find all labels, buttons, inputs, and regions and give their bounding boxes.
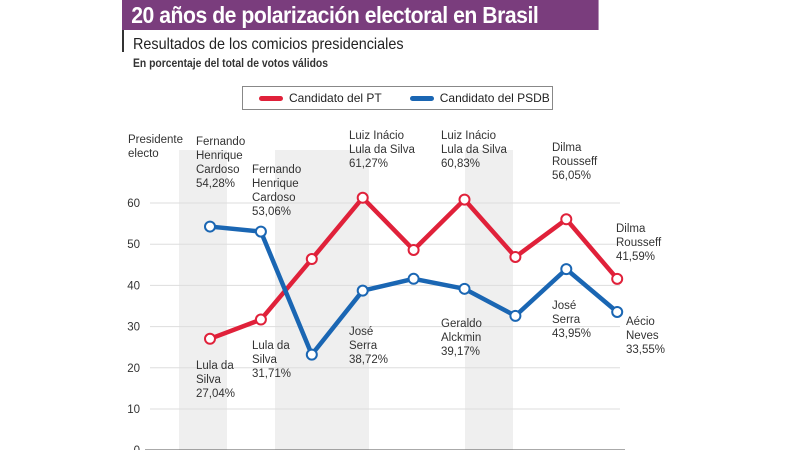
data-label: Dilma Rousseff 41,59%: [616, 223, 662, 263]
y-tick-label: 0: [134, 445, 140, 450]
data-point: [611, 272, 624, 285]
y-tick-label: 20: [127, 363, 140, 375]
data-label: Fernando Henrique Cardoso 53,06%: [252, 164, 301, 218]
legend-item-pt: Candidato del PT: [259, 91, 382, 105]
data-point: [254, 313, 267, 326]
data-point: [509, 309, 522, 322]
legend-label: Candidato del PSDB: [439, 91, 550, 105]
data-label: José Serra 38,72%: [349, 326, 388, 366]
data-label: Lula da Silva 27,04%: [196, 360, 235, 400]
chart-subtitle: Resultados de los comicios presidenciale…: [133, 36, 404, 53]
data-point: [509, 250, 522, 263]
data-point: [407, 243, 420, 256]
data-label: José Serra 43,95%: [552, 300, 591, 340]
y-axis-label: Presidente: [128, 134, 183, 146]
background-band: [179, 150, 227, 450]
legend-item-psdb: Candidato del PSDB: [409, 91, 550, 105]
data-point: [305, 253, 318, 266]
data-label: Dilma Rousseff 56,05%: [552, 142, 598, 182]
chart-note: En porcentaje del total de votos válidos: [133, 58, 328, 70]
data-point: [356, 191, 369, 204]
data-point: [356, 284, 369, 297]
data-label: Lula da Silva 31,71%: [252, 340, 291, 380]
y-axis-label: electo: [128, 148, 159, 160]
y-tick-label: 50: [127, 239, 140, 251]
y-tick-label: 30: [127, 322, 140, 334]
data-point: [611, 305, 624, 318]
legend: Candidato del PT Candidato del PSDB: [242, 86, 553, 110]
data-label: Luiz Inácio Lula da Silva 61,27%: [349, 130, 415, 170]
data-point: [204, 220, 216, 233]
data-point: [458, 282, 471, 295]
data-label: Geraldo Alckmin 39,17%: [441, 318, 482, 358]
data-point: [407, 272, 420, 285]
y-tick-label: 40: [127, 280, 140, 292]
data-point: [204, 332, 216, 345]
y-tick-label: 60: [127, 198, 140, 210]
data-label: Aécio Neves 33,55%: [626, 316, 665, 356]
divider: [122, 30, 124, 52]
data-point: [560, 213, 573, 226]
data-label: Luiz Inácio Lula da Silva 60,83%: [441, 130, 507, 170]
data-label: Fernando Henrique Cardoso 54,28%: [196, 136, 245, 190]
legend-label: Candidato del PT: [289, 91, 382, 105]
data-point: [458, 193, 471, 206]
data-point: [254, 225, 267, 238]
legend-swatch: [259, 96, 283, 102]
y-tick-label: 10: [127, 404, 140, 416]
data-point: [560, 263, 573, 276]
legend-swatch: [409, 96, 434, 102]
data-point: [305, 348, 318, 361]
chart-title: 20 años de polarización electoral en Bra…: [122, 0, 599, 30]
